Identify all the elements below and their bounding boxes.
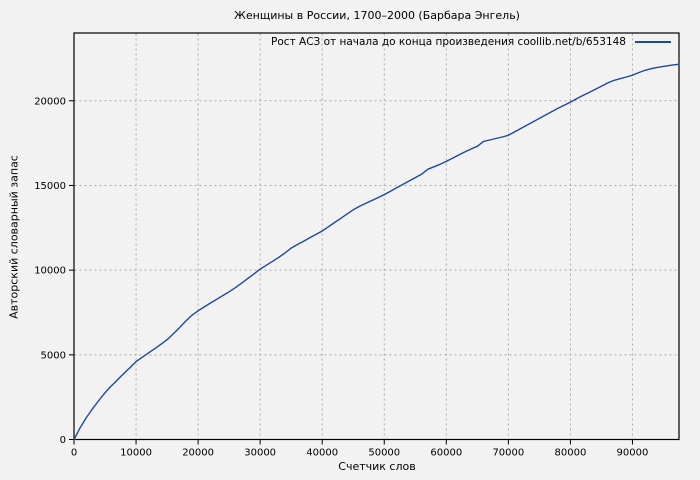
x-tick-label: 40000 [306, 448, 338, 459]
chart-title: Женщины в России, 1700–2000 (Барбара Энг… [234, 9, 520, 22]
y-tick-label: 15000 [34, 181, 66, 192]
x-tick-label: 70000 [492, 448, 524, 459]
x-tick-label: 90000 [617, 448, 649, 459]
y-tick-label: 5000 [41, 350, 66, 361]
y-axis-label: Авторский словарный запас [7, 155, 21, 319]
x-tick-label: 0 [71, 448, 77, 459]
y-tick-label: 20000 [34, 96, 66, 107]
x-tick-label: 60000 [430, 448, 462, 459]
legend-line-sample-icon [635, 41, 671, 43]
x-tick-label: 30000 [244, 448, 276, 459]
x-tick-label: 10000 [120, 448, 152, 459]
x-tick-label: 50000 [368, 448, 400, 459]
x-axis-label: Счетчик слов [338, 460, 416, 473]
data-line [73, 63, 680, 441]
legend-label: Рост АСЗ от начала до конца произведения… [271, 36, 626, 48]
y-tick-label: 10000 [34, 266, 66, 277]
x-tick-label: 20000 [182, 448, 214, 459]
y-tick-label: 0 [60, 435, 66, 446]
x-tick-label: 80000 [555, 448, 587, 459]
legend: Рост АСЗ от начала до конца произведения… [271, 36, 671, 48]
plot-border [73, 32, 680, 441]
